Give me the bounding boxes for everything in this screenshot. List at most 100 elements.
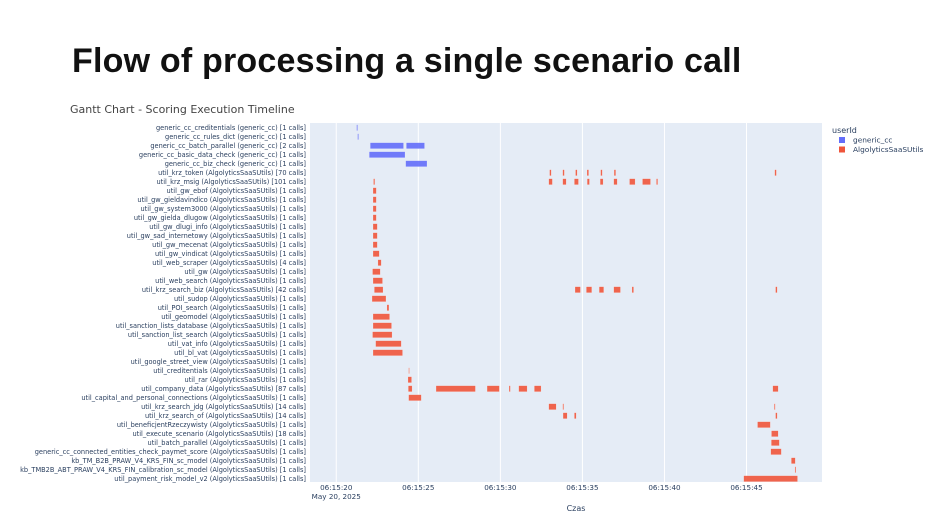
gantt-bar: [356, 124, 358, 131]
gantt-bar: [518, 385, 528, 392]
chart-title: Gantt Chart - Scoring Execution Timeline: [70, 103, 295, 116]
y-tick-label: util_vat_info (AlgolyticsSaaSUtils) [1 c…: [168, 340, 306, 348]
gantt-bar: [548, 403, 557, 410]
y-tick-label: kb_TMB2B_ABT_PRAW_V4_KRS_FIN_calibration…: [20, 466, 306, 474]
gantt-bar: [408, 367, 410, 374]
y-tick-label: util_rar (AlgolyticsSaaSUtils) [1 calls]: [185, 376, 306, 384]
y-tick-label: generic_cc_batch_parallel (generic_cc) […: [150, 142, 306, 150]
y-tick-label: generic_cc_rules_dict (generic_cc) [1 ca…: [165, 133, 306, 141]
gantt-bar: [586, 286, 592, 293]
x-tick-label: 06:15:45: [730, 483, 762, 492]
gantt-bar: [406, 142, 425, 149]
gantt-bar: [774, 403, 776, 410]
y-tick-label: util_krz_search_biz (AlgolyticsSaaSUtils…: [142, 286, 306, 294]
gantt-bar: [743, 475, 798, 482]
gantt-bar: [574, 178, 579, 185]
gantt-bar: [408, 385, 413, 392]
gantt-bar: [629, 178, 636, 185]
y-tick-label: util_bl_vat (AlgolyticsSaaSUtils) [1 cal…: [174, 349, 306, 357]
y-tick-label: util_gw (AlgolyticsSaaSUtils) [1 calls]: [184, 268, 306, 276]
gantt-bar: [371, 295, 387, 302]
gantt-bar: [549, 169, 552, 176]
x-tick-label: 06:15:25: [402, 483, 434, 492]
y-tick-label: util_gw_ebof (AlgolyticsSaaSUtils) [1 ca…: [167, 187, 306, 195]
y-tick-label: util_krz_msig (AlgolyticsSaaSUtils) [101…: [156, 178, 306, 186]
y-tick-label: util_POI_search (AlgolyticsSaaSUtils) [1…: [158, 304, 306, 312]
y-tick-label: util_web_scraper (AlgolyticsSaaSUtils) […: [152, 259, 306, 267]
gantt-bar: [600, 169, 603, 176]
slide-title: Flow of processing a single scenario cal…: [72, 42, 742, 80]
gantt-bar: [435, 385, 476, 392]
gantt-bar: [791, 457, 796, 464]
y-tick-label: util_google_street_view (AlgolyticsSaaSU…: [131, 358, 306, 366]
y-tick-label: util_krz_search_jdg (AlgolyticsSaaSUtils…: [141, 403, 306, 411]
gantt-bar: [374, 286, 384, 293]
gantt-bar: [770, 448, 782, 455]
y-tick-label: util_gw_gielda_dlugow (AlgolyticsSaaSUti…: [134, 214, 306, 222]
y-tick-label: util_gw_system3000 (AlgolyticsSaaSUtils)…: [141, 205, 307, 213]
x-tick-date: May 20, 2025: [312, 492, 361, 501]
y-tick-label: util_gw_mecenat (AlgolyticsSaaSUtils) [1…: [152, 241, 306, 249]
gantt-bar: [369, 151, 406, 158]
gantt-bar: [486, 385, 500, 392]
gantt-bar: [631, 286, 634, 293]
y-tick-label: generic_cc_basic_data_check (generic_cc)…: [139, 151, 306, 159]
gantt-bar: [575, 169, 578, 176]
y-tick-label: util_krz_search_of (AlgolyticsSaaSUtils)…: [145, 412, 306, 420]
gantt-bar: [508, 385, 511, 392]
plot-area: [310, 123, 822, 482]
gantt-bar: [613, 286, 621, 293]
gantt-bar: [377, 259, 382, 266]
y-tick-label: generic_cc_connected_entities_check_paym…: [35, 448, 306, 456]
gantt-bar: [771, 430, 779, 437]
gantt-bar: [372, 349, 403, 356]
legend-entry: generic_cc: [853, 136, 892, 145]
y-tick-label: util_gw_gieldavindico (AlgolyticsSaaSUti…: [137, 196, 306, 204]
gantt-bar: [372, 268, 381, 275]
gantt-bar: [370, 142, 404, 149]
y-tick-label: util_krz_token (AlgolyticsSaaSUtils) [70…: [158, 169, 306, 177]
gantt-bar: [372, 313, 390, 320]
y-tick-label: util_creditentials (AlgolyticsSaaSUtils)…: [153, 367, 306, 375]
gantt-bar: [372, 196, 377, 203]
y-tick-label: util_sanction_list_search (AlgolyticsSaa…: [128, 331, 306, 339]
y-tick-label: util_batch_parallel (AlgolyticsSaaSUtils…: [148, 439, 306, 447]
gantt-bar: [613, 169, 616, 176]
gantt-bar: [587, 178, 590, 185]
x-tick-label: 06:15:30: [484, 483, 517, 492]
gantt-bar: [372, 223, 378, 230]
gantt-bar: [373, 178, 375, 185]
gantt-bar: [372, 331, 393, 338]
y-tick-label: generic_cc_biz_check (generic_cc) [1 cal…: [165, 160, 306, 168]
gantt-bar: [775, 412, 778, 419]
y-tick-label: util_sanction_lists_database (Algolytics…: [116, 322, 306, 330]
legend-swatch: [839, 146, 845, 153]
y-tick-label: util_payment_risk_model_v2 (AlgolyticsSa…: [114, 475, 306, 483]
y-tick-label: util_sudop (AlgolyticsSaaSUtils) [1 call…: [174, 295, 306, 303]
gantt-bar: [372, 277, 383, 284]
gantt-bar: [599, 178, 604, 185]
x-tick-label: 06:15:20: [320, 483, 353, 492]
legend-swatch: [839, 137, 845, 143]
gantt-bar: [574, 412, 577, 419]
y-tick-label: util_gw_dlugi_info (AlgolyticsSaaSUtils)…: [149, 223, 306, 231]
gantt-bar: [408, 394, 422, 401]
gantt-bar: [794, 466, 797, 473]
gantt-bar: [375, 340, 402, 347]
gantt-bar: [372, 205, 377, 212]
gantt-bar: [642, 178, 651, 185]
gantt-bar: [386, 304, 390, 311]
gantt-bar: [574, 286, 581, 293]
x-axis-title: Czas: [567, 504, 586, 513]
gantt-bar: [534, 385, 542, 392]
gantt-bar: [771, 439, 780, 446]
y-tick-label: util_gw_vindicat (AlgolyticsSaaSUtils) […: [155, 250, 306, 258]
gantt-bar: [757, 421, 771, 428]
gantt-bar: [405, 160, 428, 167]
gantt-bar: [656, 178, 658, 185]
y-tick-label: util_geomodel (AlgolyticsSaaSUtils) [1 c…: [161, 313, 306, 321]
gantt-bar: [562, 178, 567, 185]
gantt-bar: [562, 169, 565, 176]
y-tick-label: kb_TM_B2B_PRAW_V4_KRS_FIN_sc_model (Algo…: [71, 457, 306, 465]
